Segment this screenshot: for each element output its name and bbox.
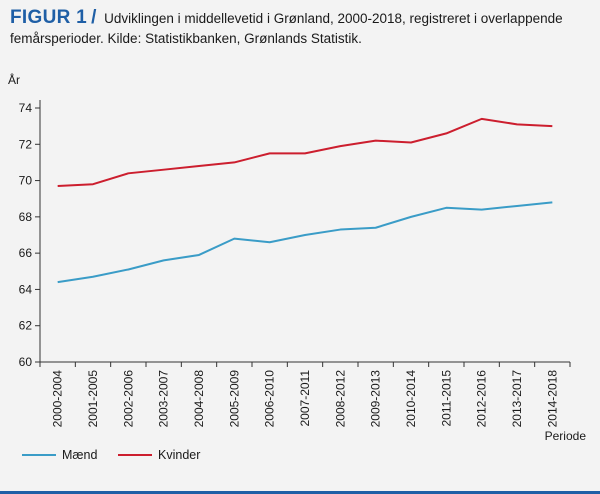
y-tick-label: 66	[19, 246, 33, 260]
figure-slash: /	[91, 7, 97, 28]
series-kvinder-line	[57, 117, 553, 188]
x-tick-label: 2002-2006	[121, 370, 135, 428]
y-tick-label: 62	[19, 319, 33, 333]
x-tick-label: 2013-2017	[510, 370, 524, 428]
y-tick-label: 64	[19, 282, 33, 296]
bottom-rule	[0, 491, 600, 494]
x-tick-label: 2006-2010	[263, 370, 277, 428]
y-tick-label: 74	[19, 101, 33, 115]
x-tick-label: 2012-2016	[475, 370, 489, 428]
figure-caption: Udviklingen i middellevetid i Grønland, …	[10, 11, 563, 46]
figure-label: FIGUR 1	[10, 7, 88, 28]
figure-caption-block: FIGUR 1/ Udviklingen i middellevetid i G…	[10, 8, 590, 49]
x-tick-label: 2007-2011	[298, 370, 312, 427]
x-axis-label: Periode	[545, 429, 587, 443]
x-tick-label: 2003-2007	[157, 370, 171, 428]
y-tick-label: 72	[19, 137, 33, 151]
x-tick-label: 2001-2005	[86, 370, 100, 428]
x-tick-label: 2010-2014	[404, 370, 418, 428]
y-tick-label: 68	[19, 210, 33, 224]
x-tick-label: 2000-2004	[51, 370, 65, 428]
legend-label-maend: Mænd	[62, 448, 97, 462]
y-tick-label: 60	[19, 355, 33, 369]
y-axis-label: År	[8, 72, 20, 87]
y-tick-label: 70	[19, 174, 33, 188]
x-tick-label: 2009-2013	[369, 370, 383, 428]
x-tick-label: 2005-2009	[227, 370, 241, 428]
x-tick-label: 2004-2008	[192, 370, 206, 428]
x-tick-label: 2014-2018	[545, 370, 559, 428]
x-tick-label: 2008-2012	[333, 370, 347, 428]
legend-label-kvinder: Kvinder	[158, 448, 200, 462]
series-maend-line	[57, 201, 553, 284]
x-tick-label: 2011-2015	[439, 370, 453, 427]
